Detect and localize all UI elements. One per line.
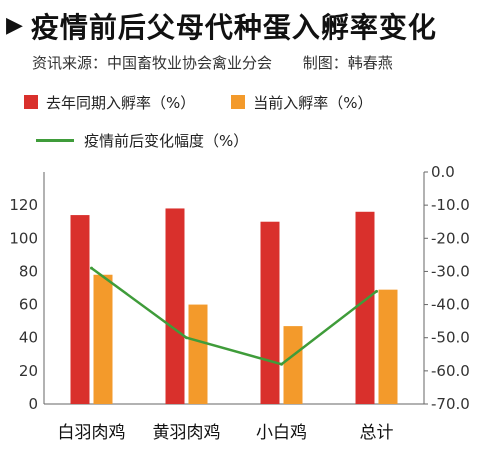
- bar-last-year: [260, 221, 280, 404]
- right-tick-label: -20.0: [431, 229, 470, 247]
- legend-label-change: 疫情前后变化幅度（%）: [84, 131, 249, 150]
- legend-label-last-year: 去年同期入孵率（%）: [46, 93, 196, 112]
- legend-swatch-change: [36, 138, 74, 142]
- change-line: [90, 267, 378, 366]
- right-tick-label: -50.0: [431, 329, 470, 347]
- x-category-label: 小白鸡: [256, 423, 307, 443]
- change-point: [90, 266, 93, 270]
- change-point: [375, 289, 378, 293]
- legend-swatch-last-year: [24, 95, 38, 109]
- title-arrow-icon: ▶: [6, 13, 23, 38]
- legend-swatch-current: [231, 95, 246, 109]
- maker-text: 制图：韩春燕: [302, 54, 393, 72]
- right-tick-label: 0.0: [431, 163, 455, 181]
- bar-current: [378, 289, 398, 404]
- subtitle: 资讯来源：中国畜牧业协会禽业分会 制图：韩春燕: [32, 52, 393, 73]
- right-tick-label: -40.0: [431, 296, 470, 314]
- bar-current: [188, 304, 208, 404]
- right-tick-label: -30.0: [431, 262, 470, 280]
- legend-item-change: 疫情前后变化幅度（%）: [36, 130, 248, 151]
- source-text: 资讯来源：中国畜牧业协会禽业分会: [32, 54, 273, 72]
- x-category-label: 白羽肉鸡: [58, 423, 126, 443]
- left-tick-label: 40: [19, 329, 38, 347]
- bar-current: [93, 274, 113, 404]
- left-tick-label: 100: [9, 229, 38, 247]
- left-tick-label: 60: [19, 296, 38, 314]
- left-tick-label: 80: [19, 262, 38, 280]
- bar-last-year: [165, 208, 185, 404]
- right-tick-label: -60.0: [431, 362, 470, 380]
- left-tick-label: 120: [9, 196, 38, 214]
- legend-label-current: 当前入孵率（%）: [253, 93, 373, 112]
- legend: 去年同期入孵率（%） 当前入孵率（%） 疫情前后变化幅度（%）: [24, 88, 409, 154]
- x-category-label: 黄羽肉鸡: [153, 423, 221, 443]
- legend-row: 去年同期入孵率（%） 当前入孵率（%）: [24, 88, 409, 116]
- x-category-label: 总计: [360, 423, 394, 443]
- bar-current: [283, 326, 303, 404]
- right-tick-label: -70.0: [431, 395, 470, 413]
- legend-item-current: 当前入孵率（%）: [231, 92, 373, 113]
- bar-last-year: [355, 211, 375, 404]
- change-point: [280, 362, 283, 366]
- right-tick-label: -10.0: [431, 196, 470, 214]
- title-row: ▶ 疫情前后父母代种蛋入孵率变化: [6, 6, 437, 46]
- chart-title: 疫情前后父母代种蛋入孵率变化: [30, 11, 437, 44]
- legend-item-last-year: 去年同期入孵率（%）: [24, 92, 195, 113]
- change-point: [185, 336, 188, 340]
- bar-last-year: [70, 215, 90, 404]
- legend-row: 疫情前后变化幅度（%）: [36, 126, 409, 154]
- left-tick-label: 20: [19, 362, 38, 380]
- left-tick-label: 0: [28, 395, 38, 413]
